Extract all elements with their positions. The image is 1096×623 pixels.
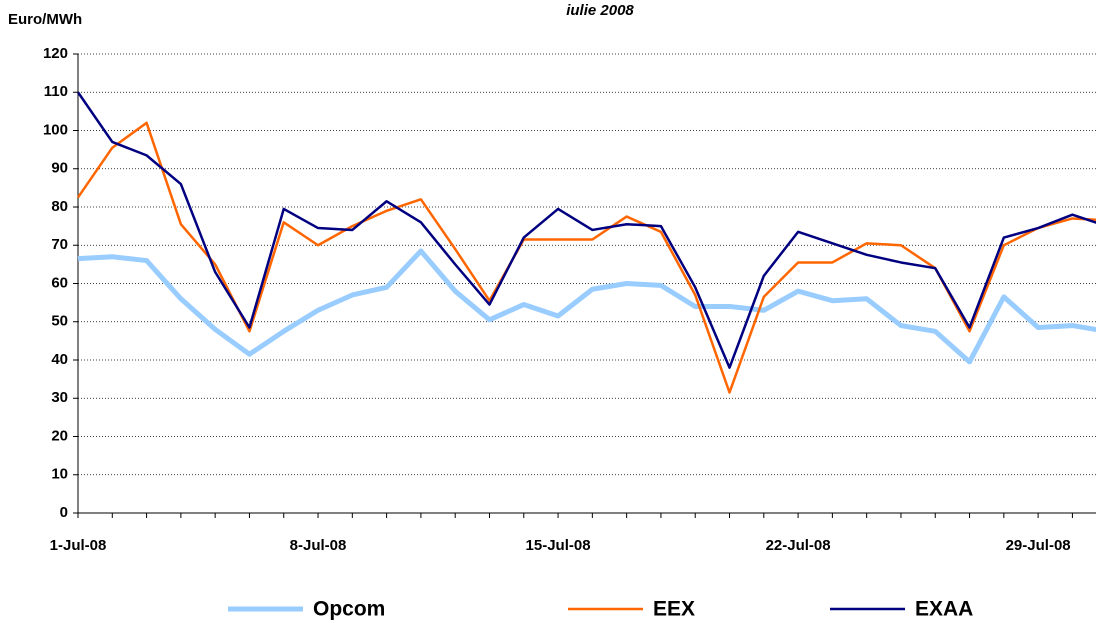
y-tick-label: 30 [51,389,68,406]
y-tick-label: 50 [51,313,68,330]
chart-title: iulie 2008 [566,2,634,19]
y-tick-label: 110 [44,83,68,100]
y-tick-label: 60 [51,274,68,291]
x-tick-label: 1-Jul-08 [50,537,107,554]
x-tick-label: 29-Jul-08 [1006,537,1071,554]
y-tick-label: 100 [43,121,68,138]
legend-label: EXAA [915,598,973,621]
y-tick-label: 90 [51,160,68,177]
series-line [76,91,1096,369]
y-tick-label: 10 [51,466,68,483]
series-line [77,248,1096,365]
y-axis-label: Euro/MWh [8,11,82,28]
y-tick-label: 70 [51,236,68,253]
y-tick-label: 0 [60,504,68,521]
legend-label: Opcom [313,598,385,621]
x-tick-label: 8-Jul-08 [290,537,347,554]
y-tick-label: 120 [43,45,68,62]
y-tick-label: 80 [51,198,68,215]
y-tick-label: 40 [51,351,68,368]
series-line [76,121,1096,394]
legend-label: EEX [653,598,695,621]
y-tick-label: 20 [51,427,68,444]
x-tick-label: 22-Jul-08 [766,537,831,554]
x-tick-label: 15-Jul-08 [526,537,591,554]
